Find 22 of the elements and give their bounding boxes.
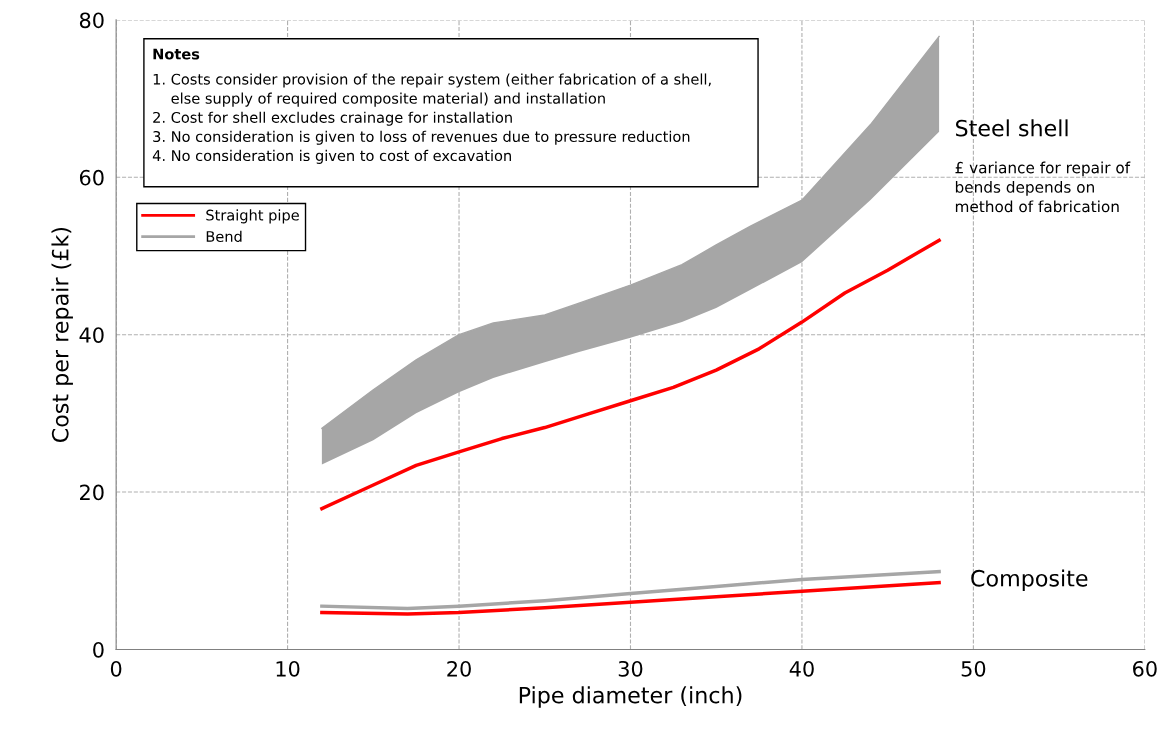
x-tick-label: 20 — [447, 660, 471, 677]
line-series — [320, 580, 941, 616]
line-series — [320, 238, 941, 511]
y-tick-label: 20 — [80, 484, 104, 501]
y-tick-label: 0 — [93, 641, 104, 658]
annotation: Steel shell — [956, 119, 1068, 137]
y-tick-label: 80 — [79, 12, 104, 29]
x-tick-label: 0 — [110, 660, 122, 677]
annotation: Notes 1. Costs consider provision of the repair system (either fabrication of a shell, else supply of required composite material) and installation 2. Cost for shell excludes crainage for installation 3. No consideration is given to loss of revenues due to pressure reduction 4. No consideration is given to cost of excavation — [152, 48, 711, 164]
y-tick-label: 40 — [79, 327, 104, 343]
y-axis-title: Cost per repair (£k) — [51, 227, 73, 443]
legend-label: Bend — [206, 230, 242, 243]
x-tick-label: 60 — [1133, 660, 1157, 677]
x-tick-label: 40 — [789, 660, 814, 677]
annotation: Composite — [971, 569, 1088, 591]
legend-label: Straight pipe — [206, 209, 299, 224]
annotation: £ variance for repair of bends depends on method of fabrication — [955, 161, 1131, 213]
x-tick-label: 30 — [618, 660, 643, 677]
x-axis-title: Pipe diameter (inch) — [519, 686, 742, 708]
x-tick-label: 10 — [276, 660, 300, 677]
y-tick-label: 60 — [79, 169, 104, 186]
x-tick-label: 50 — [961, 660, 986, 677]
